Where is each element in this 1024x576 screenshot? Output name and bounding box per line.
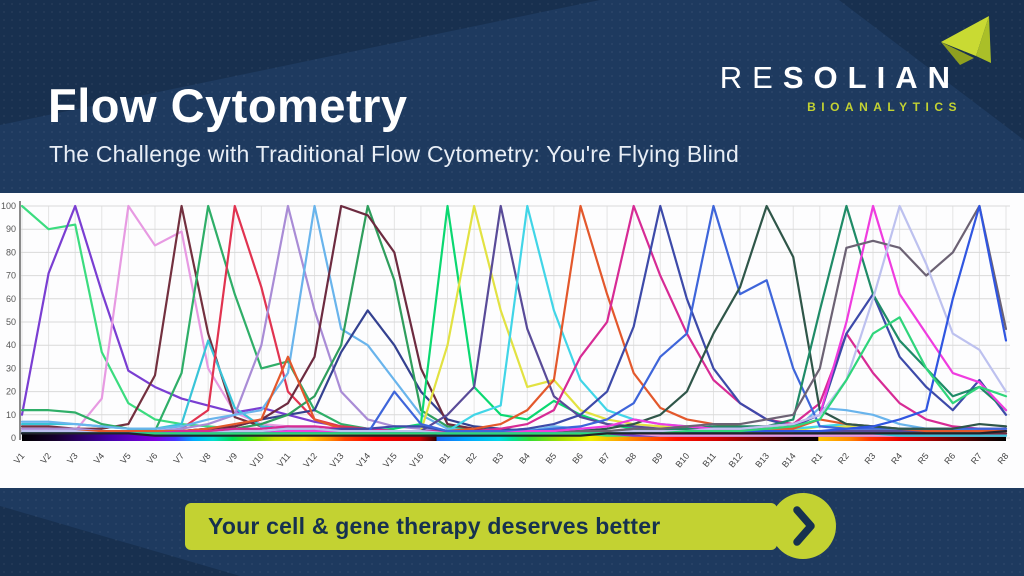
y-tick-label: 80 [6, 247, 16, 257]
y-tick-label: 100 [1, 201, 16, 211]
y-tick-label: 90 [6, 224, 16, 234]
x-tick-label: V2 [38, 451, 53, 466]
x-tick-label: V15 [381, 451, 399, 470]
x-tick-label: V5 [118, 451, 133, 466]
x-tick-label: V1 [12, 451, 27, 466]
cta-label: Your cell & gene therapy deserves better [208, 513, 661, 539]
wavelength-strip [22, 433, 1006, 441]
spectral-flow-chart-panel: 0 10 20 30 40 50 60 70 80 90 100 V1 V2 V3 V4 V5 V6 V7 V8 V9… [0, 193, 1024, 488]
spectrum-series-6 [20, 204, 1008, 435]
x-tick-label: R2 [836, 451, 851, 466]
x-tick-label: B5 [544, 451, 559, 466]
x-tick-label: V4 [92, 451, 107, 466]
x-tick-label: B14 [780, 451, 798, 470]
brand-tagline: BIOANALYTICS [807, 100, 962, 114]
x-tick-label: B1 [437, 451, 452, 466]
x-tick-label: B3 [490, 451, 505, 466]
y-tick-label: 50 [6, 317, 16, 327]
x-tick-label: B13 [753, 451, 771, 470]
y-tick-label: 70 [6, 271, 16, 281]
x-tick-label: B12 [727, 451, 745, 470]
x-tick-label: R7 [969, 451, 984, 466]
chevron-right-icon [793, 506, 815, 546]
page-subtitle: The Challenge with Traditional Flow Cyto… [49, 141, 740, 167]
spectrum-series-28 [20, 429, 1008, 437]
x-tick-label: R6 [942, 451, 957, 466]
x-tick-label: R5 [916, 451, 931, 466]
x-tick-label: V14 [354, 451, 372, 470]
x-tick-label: V7 [171, 451, 186, 466]
x-tick-label: R1 [809, 451, 824, 466]
x-tick-label: R4 [889, 451, 904, 466]
x-tick-label: B11 [700, 451, 718, 469]
cta-arrow-circle[interactable] [770, 493, 836, 559]
x-tick-label: V6 [145, 451, 160, 466]
x-tick-label: V3 [65, 451, 80, 466]
spectral-signatures-chart: 0 10 20 30 40 50 60 70 80 90 100 V1 V2 V3 V4 V5 V6 V7 V8 V9… [1, 201, 1011, 470]
y-tick-label: 10 [6, 410, 16, 420]
x-tick-label: B7 [597, 451, 612, 466]
x-tick-label: V8 [198, 451, 213, 466]
x-tick-label: V16 [407, 451, 425, 470]
x-tick-label: V9 [225, 451, 240, 466]
cta-button[interactable]: Your cell & gene therapy deserves better [185, 493, 836, 559]
x-tick-label: R8 [995, 451, 1010, 466]
y-tick-label: 40 [6, 340, 16, 350]
logo-triangle-icon [941, 16, 991, 65]
x-tick-label: R3 [862, 451, 877, 466]
x-tick-label: B10 [673, 451, 691, 470]
x-tick-label: B8 [623, 451, 638, 466]
y-tick-label: 30 [6, 363, 16, 373]
x-tick-label: V12 [301, 451, 319, 470]
x-tick-label: V10 [248, 451, 266, 470]
x-tick-label: B2 [464, 451, 479, 466]
brand-wordmark: RESOLIAN [719, 60, 960, 95]
x-tick-label: V13 [328, 451, 346, 470]
x-tick-label: B6 [570, 451, 585, 466]
x-tick-label: B9 [650, 451, 665, 466]
x-tick-label: V11 [275, 451, 293, 469]
y-tick-label: 20 [6, 387, 16, 397]
x-tick-label: B4 [517, 451, 532, 466]
spectrum-series-27 [20, 316, 1008, 435]
y-tick-label: 60 [6, 294, 16, 304]
y-tick-label: 0 [11, 433, 16, 443]
brand-logo: RESOLIAN BIOANALYTICS [694, 10, 1024, 120]
page-title: Flow Cytometry [48, 79, 408, 132]
